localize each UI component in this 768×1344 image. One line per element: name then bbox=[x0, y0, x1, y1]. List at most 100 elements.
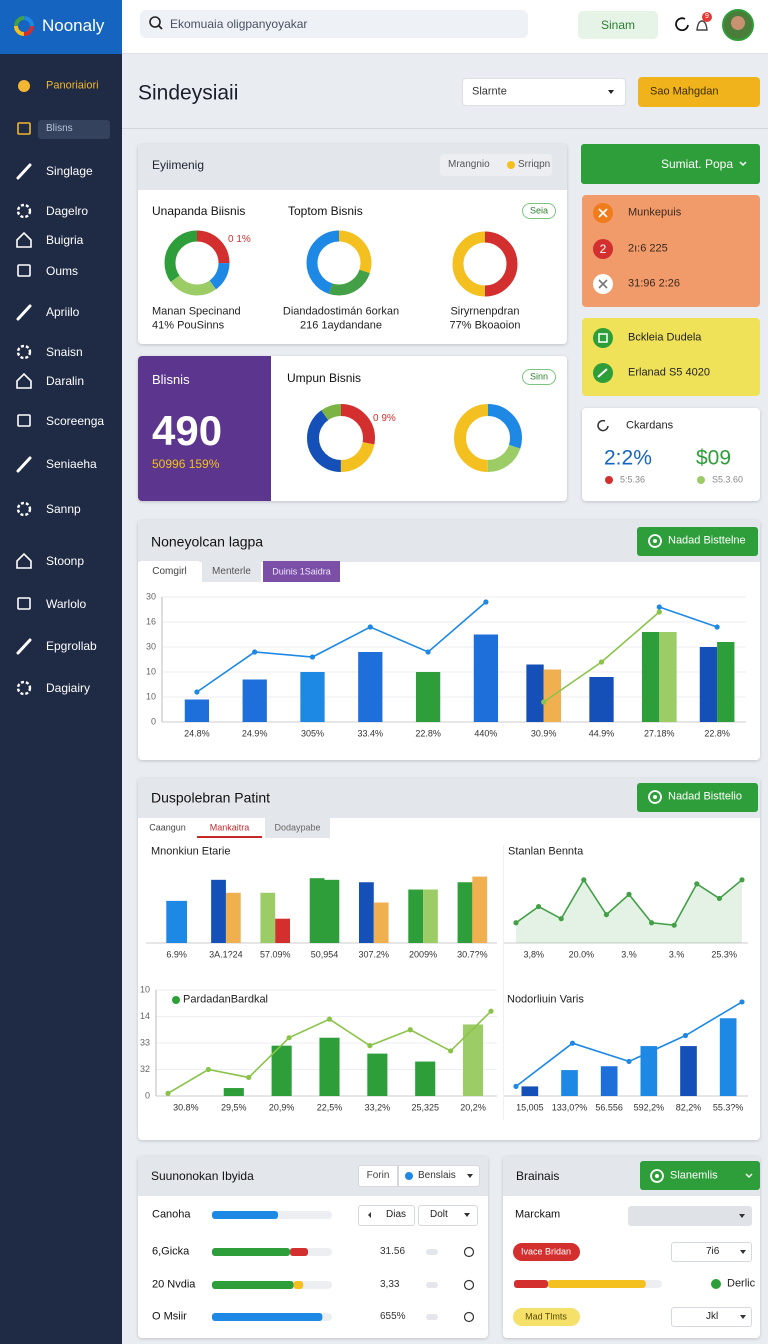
nav-item[interactable]: Dagelro bbox=[46, 203, 89, 218]
page-title: Sindeysiaii bbox=[138, 81, 239, 105]
card-title: Umpun Bisnis bbox=[287, 370, 362, 385]
button-label[interactable]: Nadad Bisttelio bbox=[668, 790, 742, 803]
tab-label[interactable]: Caangun bbox=[149, 822, 186, 833]
card-title: Noneyolcan lagpa bbox=[151, 533, 264, 550]
list-text: 31:96 2:26 bbox=[628, 277, 680, 290]
nav-item[interactable]: Seniaeha bbox=[46, 456, 97, 471]
nav-item[interactable]: Scoreenga bbox=[46, 413, 105, 428]
donut-caption: Diandadostimán 6orkan bbox=[282, 305, 400, 318]
tab-label[interactable]: Duinis 1Saidra bbox=[272, 566, 331, 577]
card-title: Suunonokan Ibyida bbox=[151, 1168, 254, 1183]
badge-label: Seia bbox=[529, 205, 549, 216]
brand-name: Noonaly bbox=[42, 15, 105, 35]
status-pill bbox=[513, 1308, 580, 1326]
tab[interactable] bbox=[265, 818, 330, 838]
button-label[interactable]: Slanemlis bbox=[670, 1169, 718, 1182]
row-chip bbox=[426, 1314, 438, 1320]
legend bbox=[440, 154, 552, 176]
select[interactable] bbox=[462, 78, 626, 106]
legend-item: Mrangnio bbox=[448, 159, 490, 170]
side-button[interactable] bbox=[581, 144, 760, 184]
chart-title: Mnonkiun Etarie bbox=[151, 845, 231, 858]
donut-title: Toptom Bisnis bbox=[288, 203, 363, 218]
nav-highlight bbox=[38, 120, 110, 139]
tab[interactable] bbox=[202, 561, 261, 582]
nav-item[interactable]: Oums bbox=[46, 263, 79, 278]
nav-item[interactable]: Panoriaiori bbox=[46, 79, 99, 92]
tab[interactable] bbox=[140, 818, 195, 838]
stat-value: 2:2% bbox=[604, 446, 652, 470]
row-select[interactable] bbox=[671, 1242, 752, 1262]
pill-label[interactable]: Dias bbox=[386, 1209, 407, 1220]
action-button[interactable] bbox=[638, 77, 760, 107]
badge-label: Sinn bbox=[529, 371, 549, 382]
tab-label[interactable]: Mankaitra bbox=[209, 822, 250, 833]
header-button-label[interactable]: Sinam bbox=[600, 17, 636, 32]
panel-divider bbox=[503, 845, 504, 1120]
yellow-card bbox=[582, 318, 760, 396]
nav-item[interactable]: Dagiairy bbox=[46, 680, 91, 695]
nav-item[interactable]: Stoonp bbox=[46, 553, 85, 568]
row-chip bbox=[426, 1282, 438, 1288]
card-title: Brainais bbox=[516, 1168, 560, 1183]
select-value[interactable]: 7i6 bbox=[706, 1246, 720, 1257]
select-value[interactable]: Jkl bbox=[706, 1311, 719, 1322]
pill-label[interactable]: Dolt bbox=[430, 1209, 448, 1220]
kpi-sub: 50996 159% bbox=[152, 456, 220, 471]
chart-title: Stanlan Bennta bbox=[508, 845, 584, 858]
button-label[interactable]: Forin bbox=[366, 1170, 390, 1181]
chart-title: PardadanBardkal bbox=[183, 993, 269, 1006]
button-label[interactable]: Nadad Bisttelne bbox=[668, 534, 746, 547]
action-label[interactable]: Sao Mahgdan bbox=[650, 85, 719, 98]
nav-item[interactable]: Buigria bbox=[46, 232, 84, 247]
donut-caption: 41% PouSinns bbox=[152, 319, 225, 332]
nav-item[interactable]: Snaisn bbox=[46, 344, 83, 359]
chart-title: Nodorliuin Varis bbox=[507, 993, 584, 1006]
row-label: 20 Nvdia bbox=[152, 1278, 196, 1291]
tab[interactable] bbox=[263, 561, 340, 582]
list-select[interactable] bbox=[398, 1165, 480, 1187]
pill-button[interactable] bbox=[358, 1205, 415, 1226]
list-button[interactable] bbox=[358, 1165, 398, 1187]
notification-badge: 9 bbox=[705, 12, 709, 20]
nav-item[interactable]: Sannp bbox=[46, 501, 81, 516]
sidebar bbox=[0, 0, 122, 1344]
donut-caption: 77% Bkoaoion bbox=[449, 319, 521, 332]
select-value[interactable]: Benslais bbox=[418, 1170, 456, 1181]
nav-item[interactable]: Singlage bbox=[46, 163, 93, 178]
stat-sub: S5.3.60 bbox=[712, 474, 744, 485]
row-value: 655% bbox=[380, 1311, 406, 1322]
row-label: Canoha bbox=[152, 1208, 191, 1221]
legend-item: Srriqpn bbox=[518, 159, 551, 170]
nav-item[interactable]: Warlolo bbox=[46, 596, 87, 611]
kpi-value: 490 bbox=[152, 406, 223, 454]
divider bbox=[122, 128, 768, 129]
highlight-panel bbox=[138, 356, 271, 501]
nav-item[interactable]: Epgrollab bbox=[46, 638, 97, 653]
row-select[interactable] bbox=[671, 1307, 752, 1327]
detail-select[interactable] bbox=[628, 1206, 752, 1226]
tab[interactable] bbox=[197, 818, 262, 838]
button-label[interactable]: Sumiat. Popa bbox=[660, 156, 733, 171]
row-label: 6,Gicka bbox=[152, 1245, 190, 1258]
stat-sub: 5:5.36 bbox=[620, 474, 646, 485]
tab-label[interactable]: Dodaypabe bbox=[274, 822, 321, 833]
tab[interactable] bbox=[140, 561, 199, 582]
card-title: Duspolebran Patint bbox=[151, 789, 271, 806]
pill-label: Mad Tlmts bbox=[525, 1311, 567, 1322]
select-value[interactable]: Slarnte bbox=[472, 85, 507, 98]
row-chip bbox=[426, 1249, 438, 1255]
tab-label[interactable]: Menterle bbox=[212, 565, 251, 577]
field-label: Marckam bbox=[515, 1208, 561, 1221]
tab-label[interactable]: Comgirl bbox=[152, 565, 187, 577]
pill-button[interactable] bbox=[418, 1205, 478, 1226]
nav-item[interactable]: Blisns bbox=[46, 123, 73, 134]
row-value: 3,33 bbox=[380, 1279, 400, 1290]
icon-badge: 2 bbox=[599, 241, 607, 256]
nav-item[interactable]: Daralin bbox=[46, 373, 85, 388]
nav-item[interactable]: Apriilo bbox=[46, 304, 80, 319]
donut-caption: Siryrnenpdran bbox=[450, 305, 520, 318]
header-button[interactable] bbox=[578, 11, 658, 39]
search-box[interactable] bbox=[140, 10, 528, 38]
